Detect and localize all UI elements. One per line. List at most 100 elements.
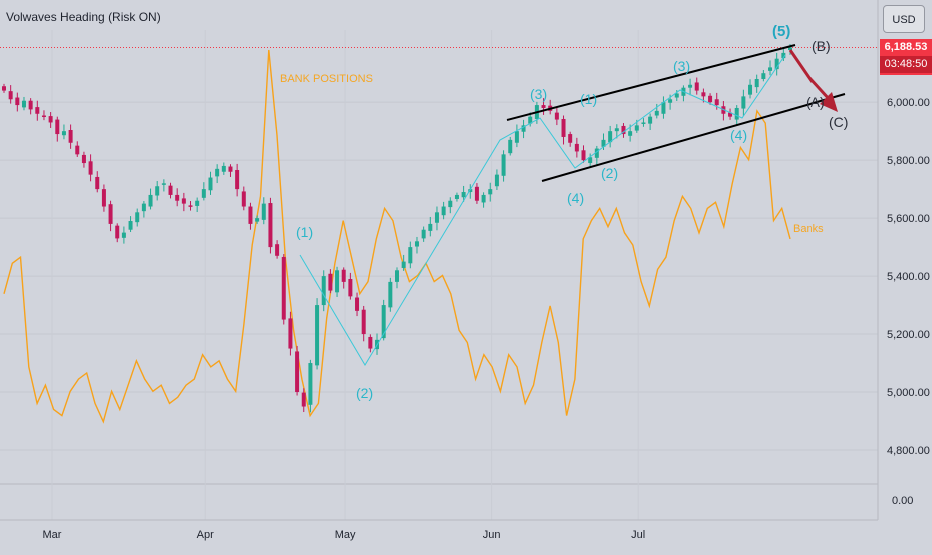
- y-tick-label: 5,200.00: [887, 329, 930, 341]
- candle-body: [155, 186, 160, 196]
- x-tick-label: Jun: [483, 529, 501, 541]
- candle-body: [41, 115, 46, 118]
- candle-body: [361, 309, 366, 335]
- candle-body: [28, 100, 33, 110]
- candle-body: [481, 194, 486, 203]
- candle-body: [48, 116, 53, 123]
- candle-body: [248, 206, 253, 224]
- candle-body: [381, 305, 386, 339]
- candle-body: [748, 84, 753, 95]
- candle-body: [281, 256, 286, 320]
- candle-body: [741, 96, 746, 109]
- candle-body: [608, 131, 613, 143]
- candle-body: [15, 97, 20, 106]
- candle-body: [308, 363, 313, 405]
- candle-body: [255, 218, 260, 222]
- candle-body: [21, 100, 26, 108]
- bar-countdown: 03:48:50: [880, 56, 932, 73]
- candle-body: [408, 247, 413, 264]
- wave-label: (3): [673, 58, 690, 74]
- candle-body: [88, 161, 93, 175]
- candle-body: [588, 157, 593, 164]
- candle-body: [141, 203, 146, 212]
- candle-body: [175, 194, 180, 201]
- last-price-tag: 6,188.53 03:48:50: [880, 39, 932, 75]
- candle-body: [341, 269, 346, 282]
- candle-body: [448, 200, 453, 208]
- chart-title: Volwaves Heading (Risk ON): [6, 10, 161, 24]
- projection-arrow-head: [820, 92, 838, 112]
- wave-label: (5): [772, 23, 790, 40]
- wave-label: (2): [601, 165, 618, 181]
- annotation-labels-layer: (1) (2) (3) (1) (4) (2) (3) (4) (5) (B) (A)(C) BANK…: [280, 23, 848, 401]
- candle-body: [128, 221, 133, 230]
- candle-body: [268, 203, 273, 248]
- wave-label: (4): [730, 127, 747, 143]
- candle-body: [95, 176, 100, 190]
- candle-body: [788, 47, 792, 50]
- candle-body: [701, 92, 706, 97]
- banks-line-layer: [3, 49, 791, 424]
- y-tick-label: 5,000.00: [887, 387, 930, 399]
- candles-layer: [2, 44, 792, 413]
- candle-body: [768, 67, 773, 71]
- candle-body: [621, 125, 626, 135]
- candle-body: [781, 52, 786, 59]
- candle-body: [674, 93, 679, 98]
- candle-body: [288, 318, 293, 349]
- candle-body: [468, 189, 473, 193]
- y-tick-label: 6,000.00: [887, 97, 930, 109]
- candle-body: [454, 194, 459, 199]
- y-tick-label: 5,400.00: [887, 271, 930, 283]
- candle-body: [474, 186, 479, 201]
- candle-body: [161, 183, 166, 185]
- candle-body: [235, 170, 240, 190]
- candle-body: [395, 270, 399, 282]
- candle-body: [554, 112, 559, 120]
- projection-arrow-line: [788, 49, 832, 102]
- candle-body: [694, 82, 699, 91]
- candle-body: [181, 198, 186, 204]
- candle-body: [188, 205, 193, 207]
- candle-body: [241, 191, 246, 207]
- candle-body: [115, 225, 120, 239]
- candle-body: [81, 154, 86, 164]
- candle-body: [261, 203, 266, 220]
- wave-label: (C): [829, 114, 848, 130]
- candle-body: [315, 305, 320, 366]
- candle-body: [661, 102, 666, 114]
- candle-body: [121, 232, 126, 238]
- candle-body: [561, 118, 566, 137]
- elliott-wave-line: [299, 54, 786, 366]
- candle-body: [654, 110, 659, 116]
- candle-body: [688, 84, 693, 88]
- candle-body: [594, 148, 599, 158]
- candle-body: [221, 165, 226, 172]
- candle-body: [614, 128, 619, 132]
- candle-body: [75, 145, 80, 155]
- candle-body: [108, 204, 113, 224]
- candle-body: [148, 194, 153, 207]
- candle-body: [2, 86, 6, 91]
- candle-body: [714, 99, 719, 106]
- wave-label: (3): [530, 86, 547, 102]
- candle-body: [434, 212, 439, 223]
- candle-body: [368, 336, 373, 349]
- banks-line: [3, 49, 791, 424]
- currency-button[interactable]: USD: [883, 5, 925, 33]
- wave-label: (2): [356, 385, 373, 401]
- axes-layer: 6,000.00 5,800.00 5,600.00 5,400.00 5,200.00…: [0, 0, 930, 541]
- candle-body: [514, 131, 519, 143]
- candle-body: [414, 241, 419, 247]
- wave-label: (B): [812, 38, 831, 54]
- projection-arrow-layer: [788, 49, 838, 112]
- candle-body: [35, 107, 40, 114]
- candle-body: [335, 270, 340, 293]
- candle-body: [428, 223, 433, 231]
- candle-body: [628, 131, 633, 136]
- wave-label: (1): [580, 91, 597, 107]
- y-tick-label: 4,800.00: [887, 445, 930, 457]
- candle-body: [494, 174, 499, 187]
- candle-body: [734, 107, 739, 120]
